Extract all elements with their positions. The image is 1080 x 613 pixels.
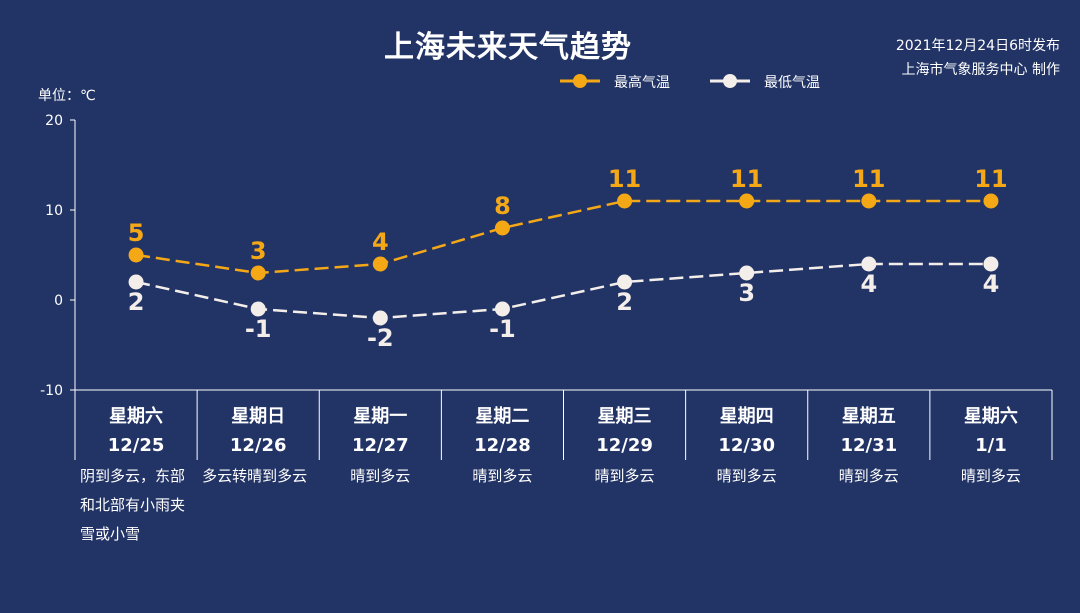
high-temp-label: 4 <box>372 228 389 256</box>
date-label: 12/27 <box>352 435 409 456</box>
weekday-label: 星期六 <box>109 405 163 427</box>
y-tick-label: 10 <box>45 203 63 219</box>
weekday-label: 星期五 <box>842 406 896 427</box>
weather-description: 晴到多云 <box>594 467 655 485</box>
publish-time: 2021年12月24日6时发布 <box>895 38 1060 54</box>
low-temp-point <box>494 301 510 317</box>
low-temp-label: 3 <box>738 279 755 307</box>
weekday-label: 星期日 <box>231 406 285 427</box>
high-temp-point <box>617 193 633 209</box>
weather-description: 晴到多云 <box>716 467 777 485</box>
date-label: 12/26 <box>230 435 287 456</box>
high-temp-line <box>135 199 991 275</box>
weekday-label: 星期二 <box>475 406 529 427</box>
weather-description: 晴到多云 <box>350 467 411 485</box>
weather-description: 晴到多云 <box>838 467 899 485</box>
low-temp-point <box>617 274 633 290</box>
high-temp-label: 3 <box>250 237 267 265</box>
low-temp-point <box>372 310 388 326</box>
weather-description: 阴到多云，东部和北部有小雨夹雪或小雪 <box>80 467 186 543</box>
high-temp-label: 11 <box>608 165 641 193</box>
low-temp-point <box>739 265 755 281</box>
y-tick-label: 0 <box>54 293 63 309</box>
high-temp-point <box>250 265 266 281</box>
high-temp-point <box>494 220 510 236</box>
publish-info: 2021年12月24日6时发布 上海市气象服务中心 制作 <box>760 34 1060 82</box>
low-temp-point <box>250 301 266 317</box>
low-temp-label: 4 <box>983 270 1000 298</box>
high-temp-point <box>128 247 144 263</box>
unit-label: 单位：℃ <box>38 88 96 104</box>
y-tick-label: 20 <box>45 113 63 129</box>
low-temp-point <box>861 256 877 272</box>
high-temp-label: 8 <box>494 192 511 220</box>
low-temp-label: -1 <box>245 315 272 343</box>
low-temp-label: -1 <box>489 315 516 343</box>
low-temp-point <box>128 274 144 290</box>
y-tick-label: -10 <box>40 383 63 399</box>
legend-marker-low <box>710 74 750 88</box>
low-temp-point <box>983 256 999 272</box>
low-temp-label: 2 <box>128 288 145 316</box>
weekday-label: 星期四 <box>720 406 774 427</box>
date-label: 12/30 <box>718 435 775 456</box>
low-temp-line <box>135 262 991 320</box>
date-label: 12/31 <box>840 435 897 456</box>
weather-description: 晴到多云 <box>960 467 1021 485</box>
high-temp-label: 11 <box>730 165 763 193</box>
legend-label-low: 最低气温 <box>764 75 820 91</box>
weekday-label: 星期一 <box>353 406 407 427</box>
high-temp-point <box>861 193 877 209</box>
legend-label-high: 最高气温 <box>614 75 670 91</box>
date-label: 12/25 <box>108 435 165 456</box>
high-temp-label: 11 <box>852 165 885 193</box>
date-label: 12/29 <box>596 435 653 456</box>
weather-description: 多云转晴到多云 <box>202 467 308 485</box>
legend-marker-high <box>560 74 600 88</box>
weekday-label: 星期六 <box>964 405 1018 427</box>
high-temp-point <box>983 193 999 209</box>
low-temp-label: 4 <box>860 270 877 298</box>
date-label: 1/1 <box>975 435 1007 456</box>
high-temp-label: 5 <box>128 219 145 247</box>
page-title: 上海未来天气趋势 <box>384 30 632 65</box>
publisher: 上海市气象服务中心 制作 <box>901 62 1060 78</box>
low-temp-label: -2 <box>367 324 394 352</box>
date-label: 12/28 <box>474 435 531 456</box>
weekday-label: 星期三 <box>598 406 652 427</box>
high-temp-point <box>739 193 755 209</box>
low-temp-label: 2 <box>616 288 633 316</box>
weather-description: 晴到多云 <box>472 467 533 485</box>
high-temp-label: 11 <box>974 165 1007 193</box>
high-temp-point <box>372 256 388 272</box>
